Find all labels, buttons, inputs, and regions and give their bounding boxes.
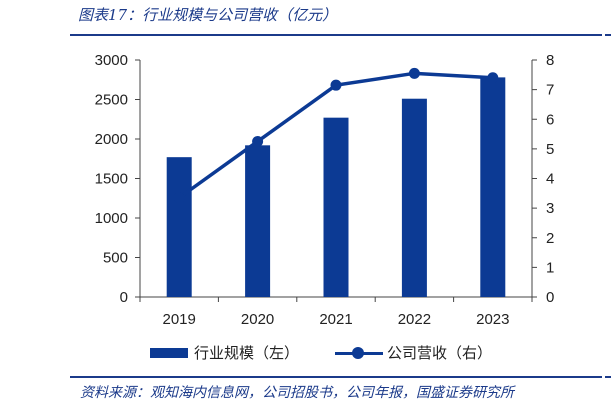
legend-line-swatch	[335, 346, 384, 360]
point-company-revenue	[252, 135, 264, 147]
point-company-revenue	[487, 72, 499, 84]
legend-bar-swatch	[150, 347, 188, 358]
y-left-tick-label: 0	[120, 289, 128, 306]
legend: 行业规模（左） 公司营收（右）	[150, 342, 492, 363]
bar-industry-scale	[480, 77, 506, 297]
y-right-tick-label: 8	[546, 52, 554, 69]
y-right-tick-label: 6	[546, 111, 554, 128]
chart-title: 图表17：行业规模与公司营收（亿元）	[78, 6, 338, 24]
y-left-tick-label: 1500	[95, 171, 128, 188]
bar-industry-scale	[401, 98, 427, 298]
legend-item-line: 公司营收（右）	[335, 342, 492, 363]
y-left-tick-label: 500	[103, 250, 128, 267]
top-rule-right	[605, 34, 611, 36]
legend-line-label: 公司营收（右）	[387, 344, 493, 362]
y-left-tick-label: 1000	[95, 210, 128, 227]
bottom-rule-right	[605, 376, 611, 378]
bar-industry-scale	[245, 145, 271, 297]
y-right-tick-label: 2	[546, 230, 554, 247]
x-tick-label: 2023	[476, 311, 509, 328]
x-tick-label: 2020	[241, 311, 274, 328]
source-note: 资料来源：观知海内信息网，公司招股书，公司年报，国盛证券研究所	[80, 385, 514, 401]
top-rule	[70, 34, 602, 36]
bar-industry-scale	[166, 157, 192, 297]
y-right-tick-label: 3	[546, 200, 554, 217]
bottom-rule	[70, 376, 602, 378]
y-left-tick-label: 2500	[95, 92, 128, 109]
bar-industry-scale	[323, 117, 349, 297]
point-company-revenue	[173, 192, 185, 204]
x-tick-label: 2021	[319, 311, 352, 328]
y-right-tick-label: 0	[546, 289, 554, 306]
x-tick-label: 2022	[398, 311, 431, 328]
y-right-tick-label: 4	[546, 171, 554, 188]
x-tick-label: 2019	[163, 311, 196, 328]
y-right-tick-label: 5	[546, 141, 554, 158]
point-company-revenue	[408, 67, 420, 79]
legend-item-bar: 行业规模（左）	[150, 342, 299, 363]
y-right-tick-label: 7	[546, 82, 554, 99]
legend-bar-label: 行业规模（左）	[194, 344, 300, 362]
y-right-tick-label: 1	[546, 259, 554, 276]
point-company-revenue	[330, 79, 342, 91]
y-left-tick-label: 3000	[95, 52, 128, 69]
y-left-tick-label: 2000	[95, 131, 128, 148]
